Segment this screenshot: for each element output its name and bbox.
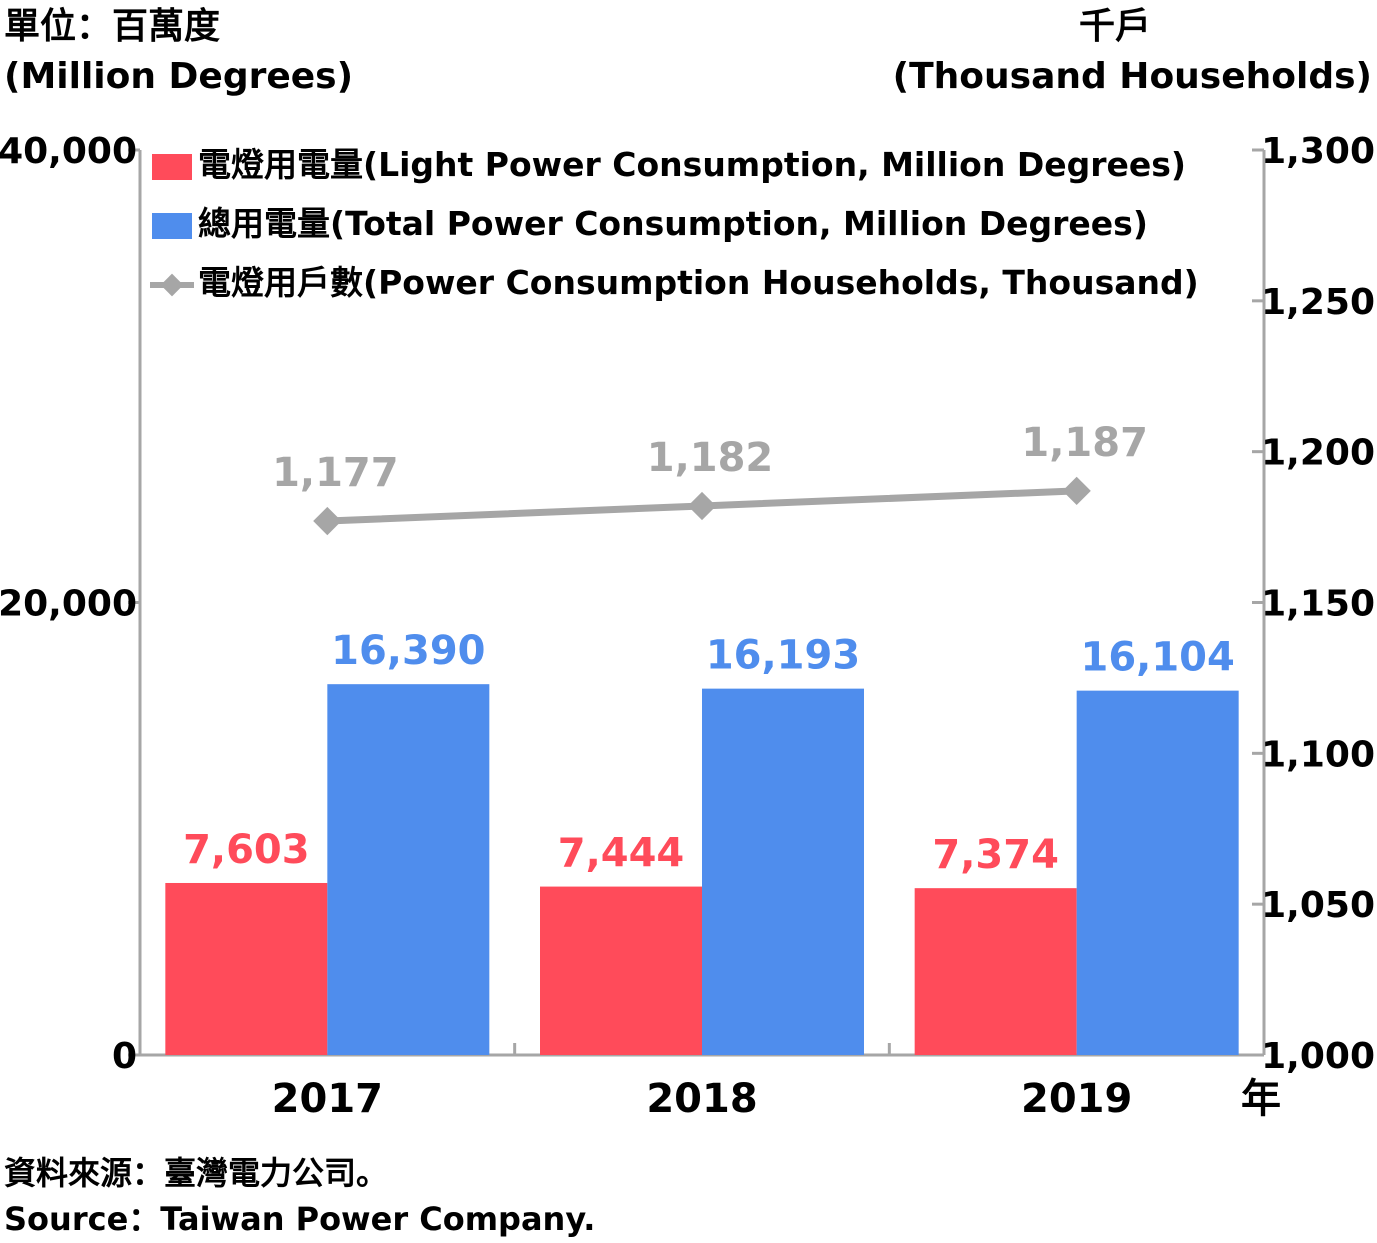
x-axis-ticks	[513, 1043, 891, 1055]
bars	[165, 684, 1239, 1055]
legend-marker-households	[160, 273, 184, 297]
left-tick-label: 0	[112, 1036, 137, 1077]
year-labels: 2017 2018 2019	[272, 1076, 1133, 1122]
left-axis-unit-zh: 單位：百萬度	[4, 6, 220, 47]
label-households-2019: 1,187	[1021, 420, 1148, 466]
year-label-2019: 2019	[1021, 1076, 1132, 1122]
x-axis-unit: 年	[1241, 1076, 1281, 1122]
year-label-2018: 2018	[646, 1076, 757, 1122]
right-tick-label: 1,250	[1261, 282, 1375, 323]
household-point-2018	[687, 491, 717, 521]
right-axis-ticks: 1,000 1,050 1,100 1,150 1,200 1,250 1,300	[1252, 131, 1375, 1077]
right-tick-label: 1,000	[1261, 1036, 1375, 1077]
bar-light-2017	[165, 882, 328, 1055]
right-tick-label: 1,300	[1261, 131, 1375, 172]
right-tick-label: 1,050	[1261, 885, 1375, 926]
data-labels: 7,603 16,390 7,444 16,193 7,374 16,104 1,177 1,…	[183, 420, 1235, 878]
household-line	[313, 476, 1091, 536]
bar-light-2019	[914, 888, 1077, 1055]
label-light-2017: 7,603	[183, 827, 310, 873]
label-total-2018: 16,193	[706, 633, 860, 679]
label-total-2019: 16,104	[1080, 635, 1234, 681]
right-axis-unit-zh: 千戶	[1079, 6, 1151, 47]
legend-swatch-light	[152, 154, 192, 180]
legend-label-households: 電燈用戶數(Power Consumption Households, Thou…	[198, 263, 1199, 302]
label-total-2017: 16,390	[331, 628, 485, 674]
right-tick-label: 1,200	[1261, 433, 1375, 474]
left-tick-label: 20,000	[0, 584, 137, 625]
bar-total-2018	[702, 688, 864, 1055]
bar-total-2017	[327, 684, 490, 1055]
bar-light-2018	[540, 886, 702, 1055]
bar-total-2019	[1076, 690, 1239, 1055]
year-label-2017: 2017	[272, 1076, 383, 1122]
label-light-2018: 7,444	[558, 831, 685, 877]
household-point-2017	[313, 506, 342, 536]
household-point-2019	[1062, 476, 1091, 506]
left-axis-unit-en: (Million Degrees)	[4, 56, 353, 97]
label-light-2019: 7,374	[932, 832, 1059, 878]
left-axis-ticks: 0 20,000 40,000	[0, 131, 140, 1077]
legend-label-total: 總用電量(Total Power Consumption, Million De…	[198, 204, 1148, 243]
right-tick-label: 1,100	[1261, 734, 1375, 775]
right-tick-label: 1,150	[1261, 584, 1375, 625]
source-zh: 資料來源：臺灣電力公司。	[4, 1154, 389, 1192]
left-tick-label: 40,000	[0, 131, 137, 172]
legend: 電燈用電量(Light Power Consumption, Million D…	[150, 145, 1199, 302]
right-axis-unit-en: (Thousand Households)	[893, 56, 1372, 97]
legend-swatch-total	[152, 213, 192, 239]
label-households-2017: 1,177	[272, 450, 399, 496]
source-block: 資料來源：臺灣電力公司。 Source：Taiwan Power Company…	[4, 1150, 595, 1242]
legend-label-light: 電燈用電量(Light Power Consumption, Million D…	[198, 145, 1186, 184]
label-households-2018: 1,182	[647, 435, 774, 481]
source-en: Source：Taiwan Power Company.	[4, 1200, 596, 1238]
